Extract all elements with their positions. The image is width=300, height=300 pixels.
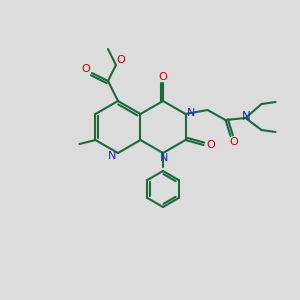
Text: O: O bbox=[229, 137, 238, 147]
Text: O: O bbox=[159, 72, 167, 82]
Text: O: O bbox=[117, 55, 125, 65]
Text: O: O bbox=[82, 64, 90, 74]
Text: N: N bbox=[187, 108, 196, 118]
Text: N: N bbox=[108, 151, 116, 161]
Text: N: N bbox=[160, 153, 168, 163]
Text: N: N bbox=[242, 110, 251, 124]
Text: O: O bbox=[206, 140, 215, 150]
